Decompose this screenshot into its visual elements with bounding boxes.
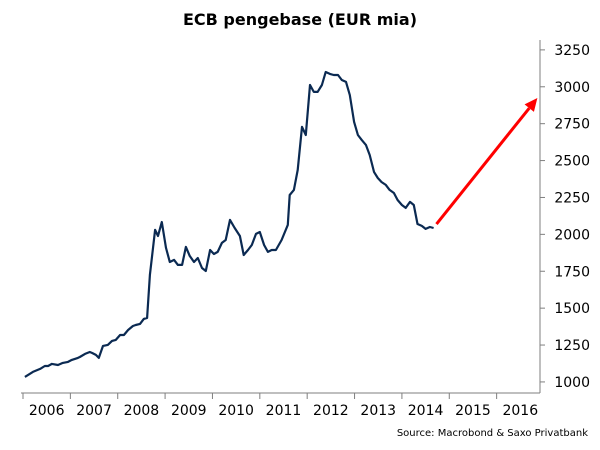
x-tick-label: 2007 [76,403,112,419]
x-tick-label: 2010 [218,403,254,419]
source-note: Source: Macrobond & Saxo Privatbank [397,428,588,439]
y-tick-label: 1000 [554,375,590,391]
y-tick-label: 3000 [554,80,590,96]
axes: 2006 2007 2008 2009 2010 2011 2012 2013 2014 2015… [21,40,590,419]
x-tick-label: 2006 [29,403,65,419]
x-tick-label: 2015 [455,403,491,419]
y-tick-label: 2750 [554,117,590,133]
x-tick-label: 2011 [266,403,302,419]
series-line [24,70,434,378]
x-tick-label: 2013 [360,403,396,419]
x-tick-label: 2016 [502,403,538,419]
y-tick-label: 3250 [554,43,590,59]
y-tick-label: 1750 [554,264,590,280]
x-tick-label: 2009 [171,403,207,419]
arrow-shaft [435,107,531,225]
trend-arrow [435,97,538,225]
arrow-head [524,97,538,112]
x-tick-label: 2012 [313,403,349,419]
y-tick-label: 2500 [554,154,590,170]
y-tick-label: 1250 [554,338,590,354]
y-tick-label: 2000 [554,227,590,243]
chart-title: ECB pengebase (EUR mia) [183,10,417,29]
y-tick-label: 2250 [554,190,590,206]
x-tick-label: 2008 [124,403,160,419]
y-tick-label: 1500 [554,301,590,317]
x-tick-label: 2014 [408,403,444,419]
